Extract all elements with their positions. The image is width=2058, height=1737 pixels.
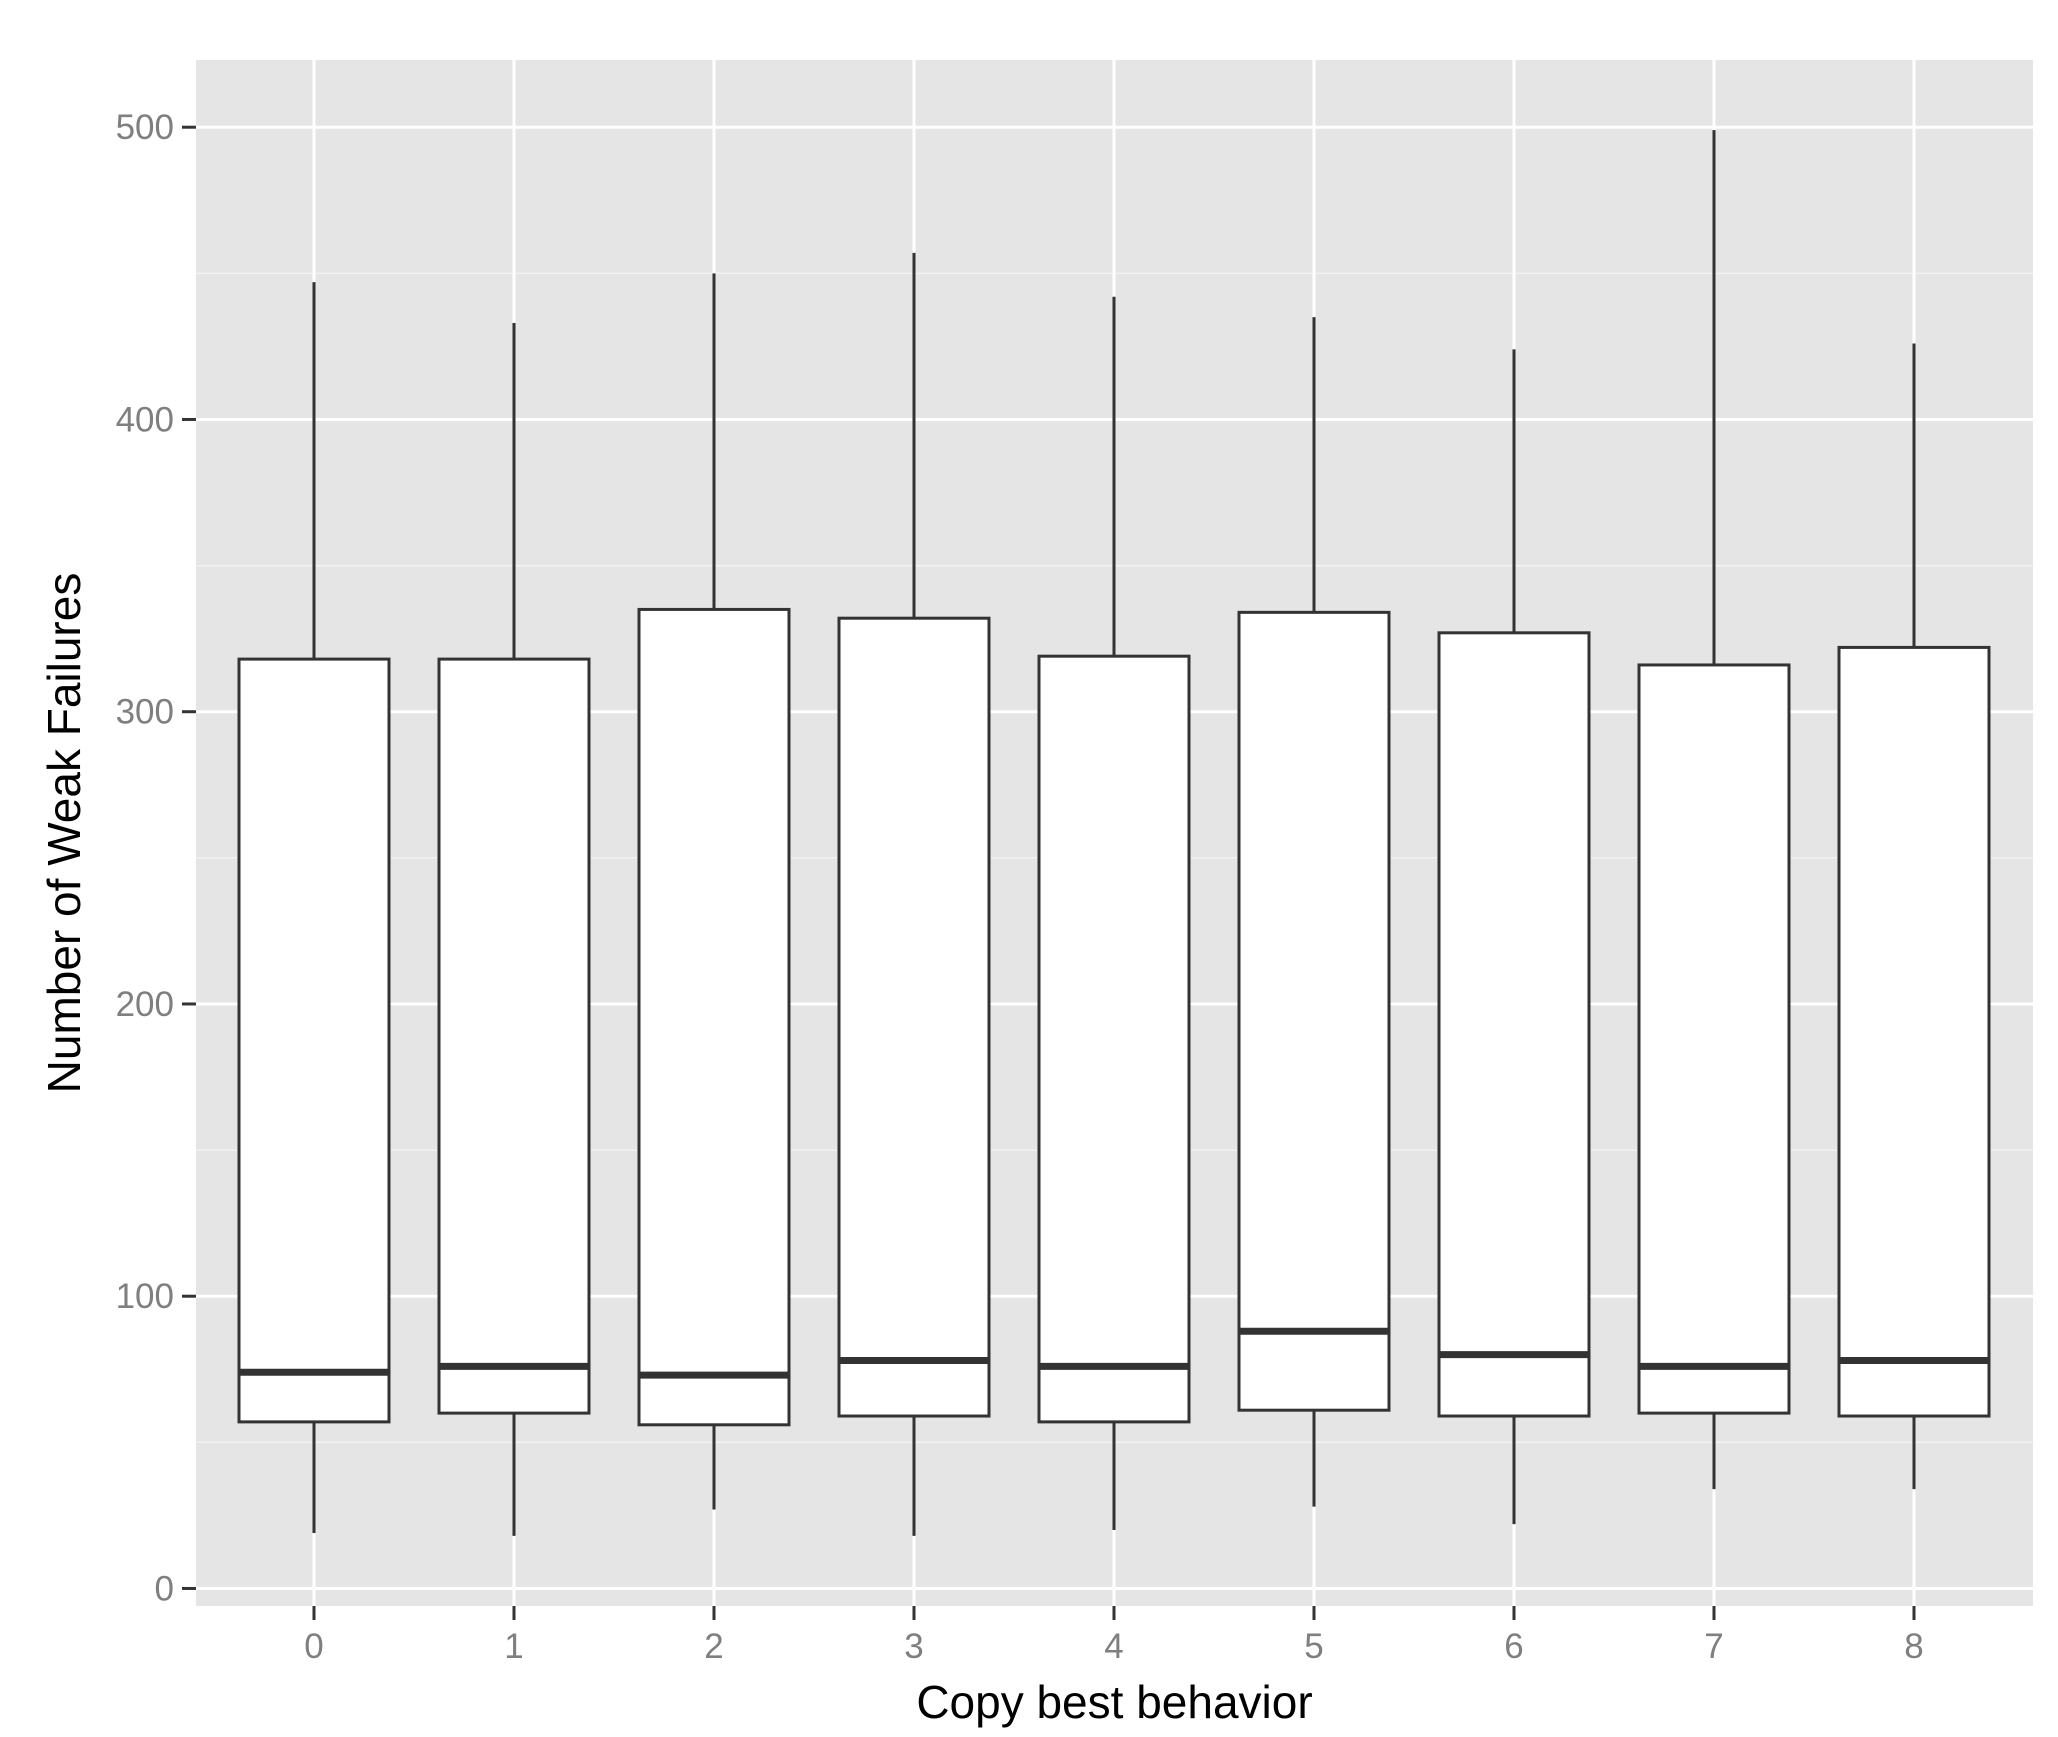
box-body bbox=[1837, 645, 1991, 1418]
box-5 bbox=[1237, 317, 1391, 1507]
box-body bbox=[637, 607, 791, 1427]
box-4 bbox=[1037, 296, 1191, 1531]
box-2 bbox=[637, 273, 791, 1510]
x-tick-label: 4 bbox=[1104, 1627, 1123, 1666]
y-axis: 0 100 200 300 400 500 bbox=[116, 108, 196, 1608]
box-body bbox=[837, 616, 991, 1418]
box-6 bbox=[1437, 349, 1591, 1525]
box-body bbox=[437, 657, 591, 1415]
box-body bbox=[1637, 663, 1791, 1415]
boxes bbox=[237, 130, 1991, 1536]
box-0 bbox=[237, 282, 391, 1533]
x-tick-label: 1 bbox=[504, 1627, 523, 1666]
x-tick-label: 0 bbox=[304, 1627, 323, 1666]
box-body bbox=[1237, 610, 1391, 1412]
box-3 bbox=[837, 252, 991, 1536]
x-tick-label: 3 bbox=[904, 1627, 923, 1666]
y-tick-label: 100 bbox=[116, 1277, 174, 1316]
box-body bbox=[1437, 631, 1591, 1418]
x-tick-label: 6 bbox=[1504, 1627, 1523, 1666]
y-tick-label: 200 bbox=[116, 985, 174, 1024]
y-tick-label: 0 bbox=[155, 1569, 174, 1608]
x-tick-label: 5 bbox=[1304, 1627, 1323, 1666]
box-8 bbox=[1837, 343, 1991, 1490]
y-tick-label: 500 bbox=[116, 108, 174, 147]
x-tick-label: 8 bbox=[1904, 1627, 1923, 1666]
box-7 bbox=[1637, 130, 1791, 1490]
x-tick-label: 7 bbox=[1704, 1627, 1723, 1666]
y-tick-label: 300 bbox=[116, 693, 174, 732]
box-body bbox=[237, 657, 391, 1424]
box-body bbox=[1037, 654, 1191, 1424]
box-1 bbox=[437, 323, 591, 1536]
x-tick-label: 2 bbox=[704, 1627, 723, 1666]
x-axis-title: Copy best behavior bbox=[916, 1676, 1312, 1728]
y-tick-label: 400 bbox=[116, 400, 174, 439]
x-axis: 0 1 2 3 4 5 6 7 8 bbox=[304, 1606, 1924, 1666]
y-axis-title: Number of Weak Failures bbox=[38, 573, 90, 1094]
